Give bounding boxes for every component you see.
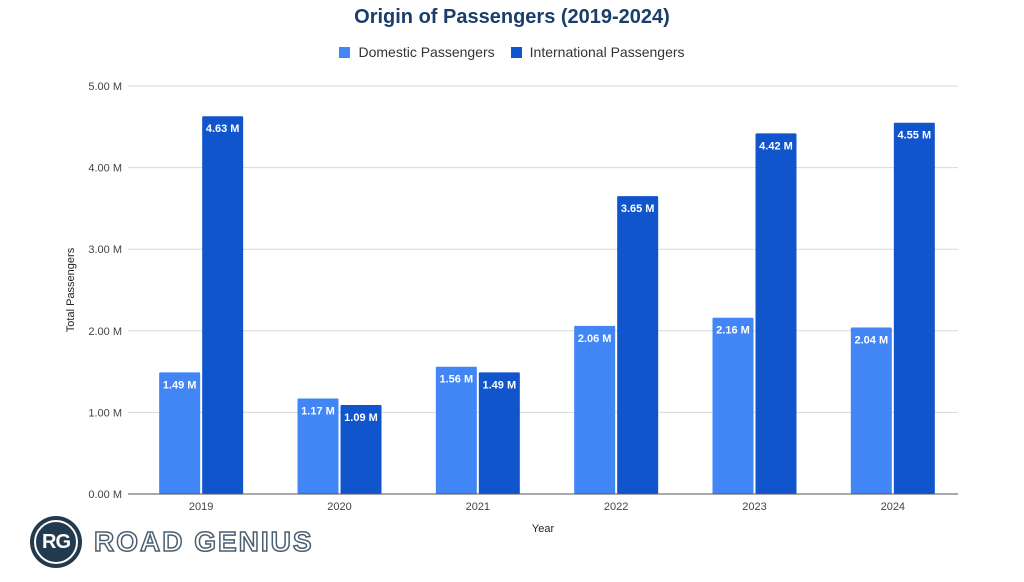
bar-data-label: 4.63 M bbox=[206, 123, 240, 135]
bar-international-2022[interactable] bbox=[617, 196, 659, 494]
bar-data-label: 1.17 M bbox=[301, 406, 335, 418]
y-tick-label: 4.00 M bbox=[88, 163, 122, 175]
x-tick-label: 2021 bbox=[466, 501, 490, 513]
bar-data-label: 3.65 M bbox=[621, 203, 655, 215]
legend-label-domestic: Domestic Passengers bbox=[358, 44, 495, 60]
bar-data-label: 2.06 M bbox=[578, 333, 612, 345]
bars: 1.49 M 4.63 M 1.17 M 1.09 M 1.56 M 1.49 M 2.06… bbox=[159, 116, 935, 494]
bar-data-label: 1.49 M bbox=[483, 379, 517, 391]
bar-international-2020[interactable] bbox=[340, 405, 382, 494]
y-tick-label: 1.00 M bbox=[88, 407, 122, 419]
legend-swatch-domestic bbox=[339, 46, 351, 58]
bar-domestic-2020[interactable] bbox=[297, 398, 339, 494]
bar-data-label: 1.09 M bbox=[344, 412, 378, 424]
y-tick-label: 5.00 M bbox=[88, 81, 122, 93]
x-tick-label: 2024 bbox=[881, 501, 905, 513]
x-tick-label: 2019 bbox=[189, 501, 213, 513]
logo-initials: RG bbox=[34, 520, 78, 564]
y-tick-label: 2.00 M bbox=[88, 326, 122, 338]
legend: Domestic Passengers International Passen… bbox=[0, 44, 1024, 60]
road-genius-logo: RG ROAD GENIUS bbox=[30, 516, 314, 568]
bar-data-label: 2.04 M bbox=[855, 335, 889, 347]
bar-data-label: 4.42 M bbox=[759, 140, 793, 152]
bar-international-2021[interactable] bbox=[478, 372, 520, 494]
y-tick-labels: 0.00 M 1.00 M 2.00 M 3.00 M 4.00 M 5.00 M bbox=[88, 81, 122, 501]
bar-international-2023[interactable] bbox=[755, 133, 797, 494]
chart-title: Origin of Passengers (2019-2024) bbox=[354, 6, 670, 28]
y-tick-label: 3.00 M bbox=[88, 244, 122, 256]
legend-item-international[interactable]: International Passengers bbox=[510, 44, 685, 60]
bar-domestic-2022[interactable] bbox=[574, 325, 616, 494]
bar-domestic-2019[interactable] bbox=[159, 372, 201, 494]
bar-data-label: 1.56 M bbox=[440, 374, 474, 386]
x-tick-label: 2023 bbox=[742, 501, 766, 513]
legend-swatch-international bbox=[510, 46, 522, 58]
bar-data-label: 1.49 M bbox=[163, 379, 197, 391]
legend-item-domestic[interactable]: Domestic Passengers bbox=[339, 44, 495, 60]
x-axis-title: Year bbox=[532, 523, 555, 535]
y-tick-label: 0.00 M bbox=[88, 489, 122, 501]
bar-domestic-2024[interactable] bbox=[850, 327, 892, 494]
bar-international-2024[interactable] bbox=[893, 122, 935, 494]
x-tick-label: 2022 bbox=[604, 501, 628, 513]
bar-domestic-2021[interactable] bbox=[435, 366, 477, 494]
bar-domestic-2023[interactable] bbox=[712, 317, 754, 494]
x-tick-labels: 2019 2020 2021 2022 2023 2024 bbox=[189, 501, 905, 513]
x-tick-label: 2020 bbox=[327, 501, 351, 513]
logo-badge-icon: RG bbox=[30, 516, 82, 568]
bar-international-2019[interactable] bbox=[202, 116, 244, 494]
bar-data-label: 2.16 M bbox=[716, 325, 750, 337]
gridlines bbox=[128, 85, 958, 413]
legend-label-international: International Passengers bbox=[529, 44, 685, 60]
bar-data-label: 4.55 M bbox=[898, 130, 932, 142]
logo-wordmark: ROAD GENIUS bbox=[93, 525, 314, 558]
y-axis-title: Total Passengers bbox=[65, 247, 77, 332]
